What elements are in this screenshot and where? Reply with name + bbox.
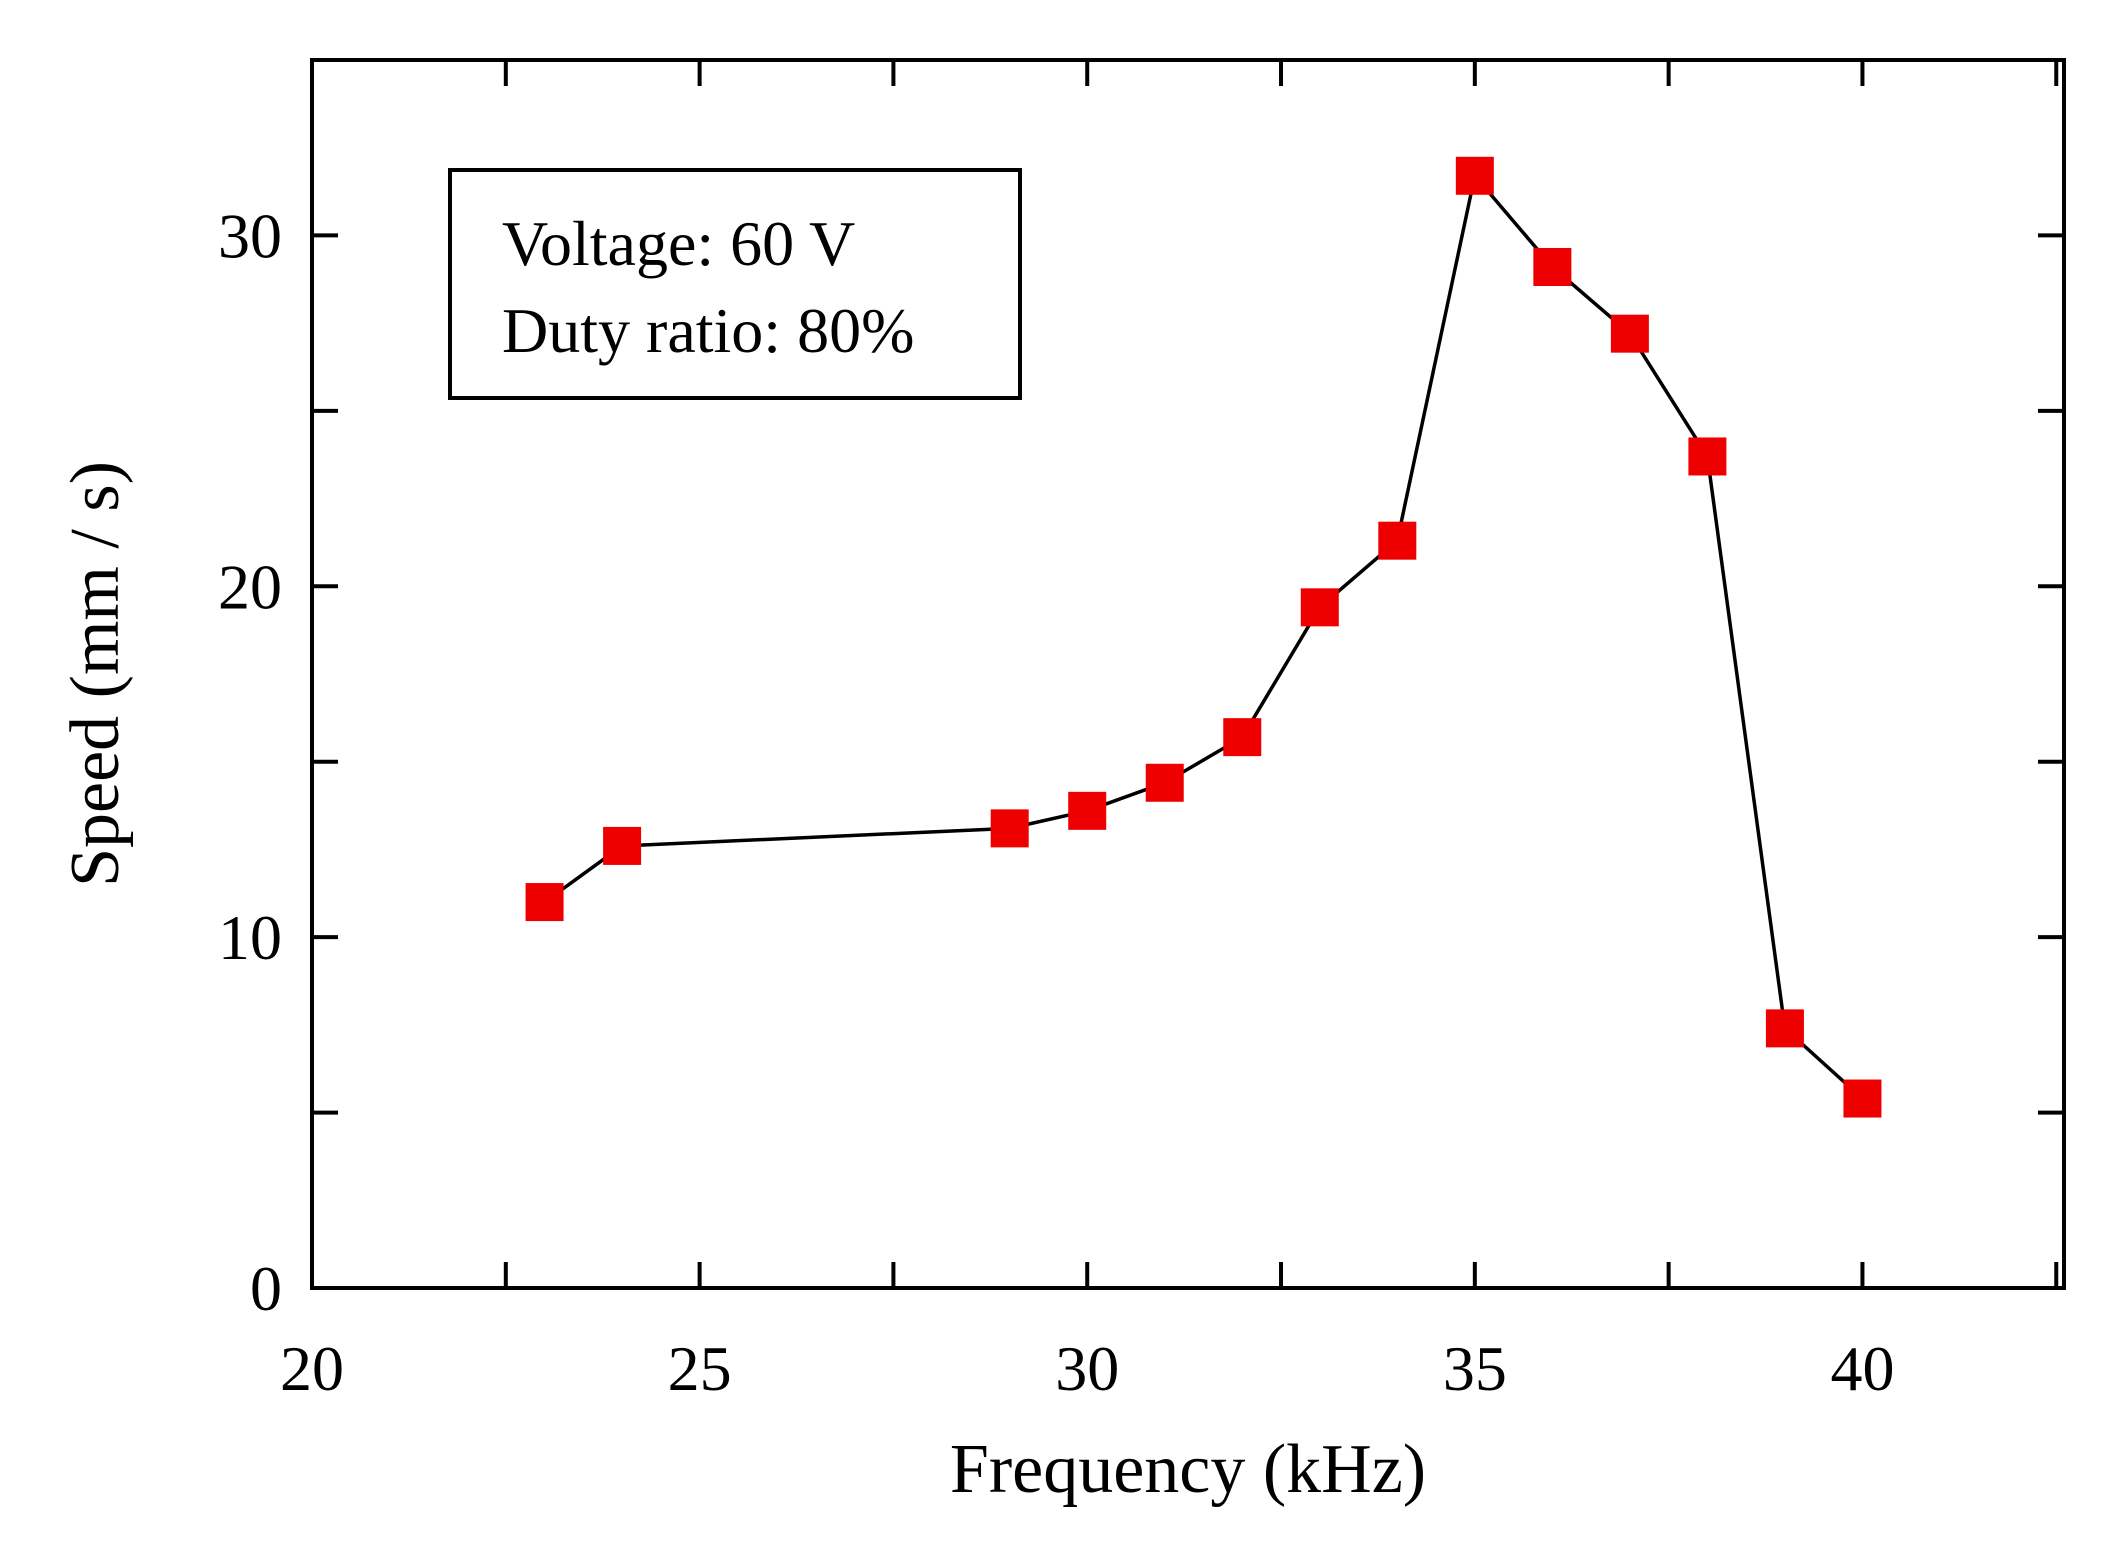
- data-point: [1533, 248, 1572, 287]
- data-point: [1223, 718, 1262, 757]
- x-tick-label: 20: [280, 1333, 344, 1404]
- data-point: [990, 809, 1029, 848]
- annotation-frame: [448, 168, 1022, 400]
- data-point: [1378, 521, 1417, 560]
- data-point: [1843, 1079, 1882, 1118]
- plot-frame: [310, 58, 2066, 1290]
- ticks-layer: 20 25 30 35 40 0 10 20 30: [218, 60, 2064, 1404]
- data-point: [1300, 588, 1339, 627]
- data-point: [1688, 437, 1727, 476]
- x-axis-title: Frequency (kHz): [950, 1431, 1426, 1508]
- y-tick-label: 30: [218, 200, 282, 271]
- y-tick-label: 10: [218, 902, 282, 973]
- data-point: [1455, 156, 1494, 195]
- annotation-voltage: Voltage: 60 V: [502, 208, 855, 279]
- data-point: [1145, 763, 1184, 802]
- x-tick-label: 40: [1830, 1333, 1894, 1404]
- y-tick-label: 0: [250, 1253, 282, 1324]
- data-point: [603, 826, 642, 865]
- annotation-box: Voltage: 60 V Duty ratio: 80%: [448, 168, 1022, 400]
- data-point: [1068, 791, 1107, 830]
- data-point: [1610, 314, 1649, 353]
- data-point: [1765, 1009, 1804, 1048]
- series-layer: [525, 156, 1882, 1118]
- y-axis-title: Speed (mm / s): [57, 461, 134, 887]
- data-point: [525, 883, 564, 922]
- x-tick-label: 25: [668, 1333, 732, 1404]
- annotation-duty-ratio: Duty ratio: 80%: [502, 295, 914, 366]
- x-tick-label: 30: [1055, 1333, 1119, 1404]
- x-tick-label: 35: [1443, 1333, 1507, 1404]
- y-tick-label: 20: [218, 551, 282, 622]
